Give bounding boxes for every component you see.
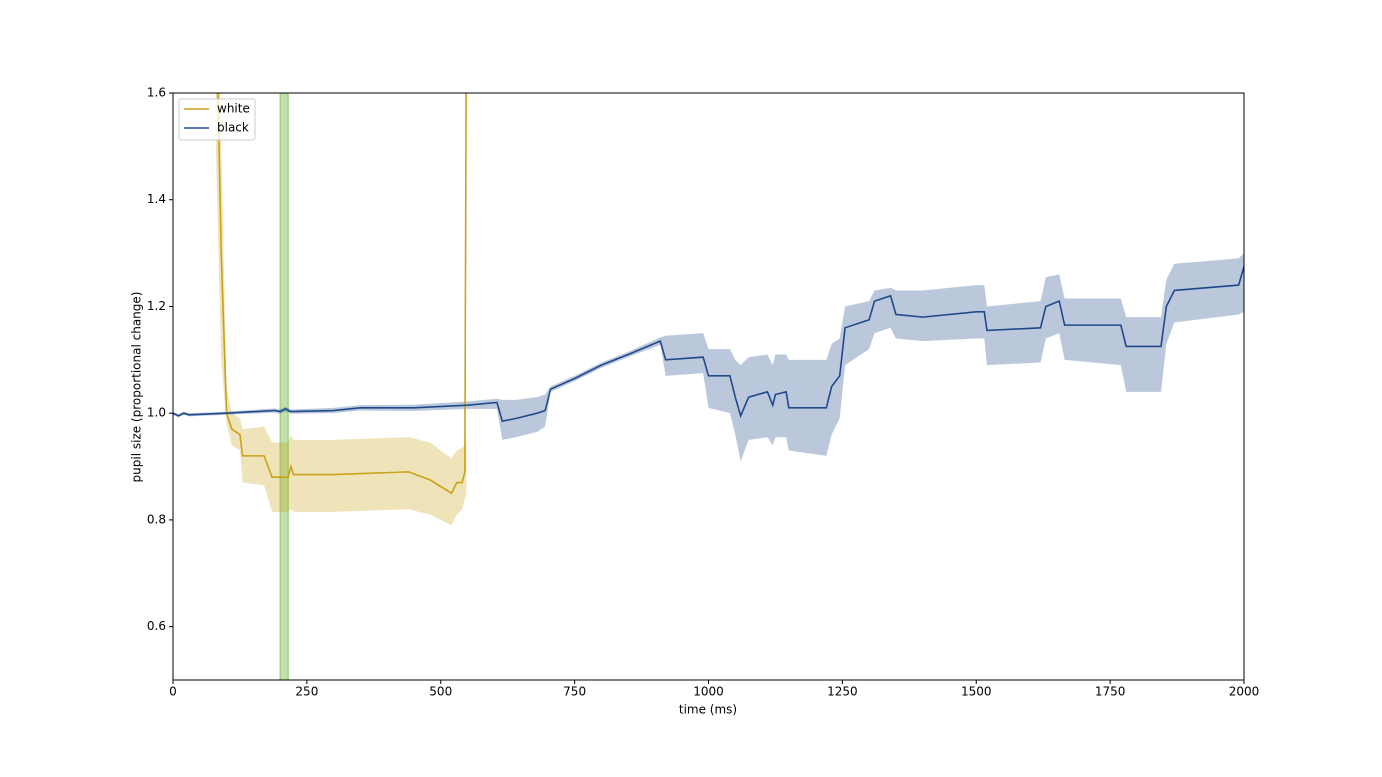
series-line <box>217 93 467 495</box>
x-tick-label: 250 <box>295 685 318 699</box>
highlight-span <box>279 93 289 680</box>
series-line <box>173 266 1244 423</box>
y-tick-label: 1.0 <box>147 406 166 420</box>
y-axis-label: pupil size (proportional change) <box>130 292 144 483</box>
y-tick-label: 0.8 <box>147 512 166 526</box>
y-tick-label: 1.6 <box>147 86 166 100</box>
legend-label: white <box>217 102 250 116</box>
x-axis-label: time (ms) <box>679 703 737 717</box>
confidence-band <box>215 93 467 526</box>
confidence-band <box>173 253 1244 462</box>
x-tick-label: 0 <box>169 685 177 699</box>
x-tick-label: 750 <box>563 685 586 699</box>
x-tick-label: 500 <box>429 685 452 699</box>
plot-area <box>173 93 1244 680</box>
y-tick-label: 1.2 <box>147 299 166 313</box>
x-tick-label: 1500 <box>961 685 992 699</box>
y-tick-label: 0.6 <box>147 619 166 633</box>
x-tick-label: 1000 <box>693 685 724 699</box>
x-tick-label: 1250 <box>827 685 858 699</box>
legend-label: black <box>217 121 249 135</box>
x-tick-label: 2000 <box>1229 685 1260 699</box>
y-tick-label: 1.4 <box>147 192 166 206</box>
x-tick-label: 1750 <box>1095 685 1126 699</box>
